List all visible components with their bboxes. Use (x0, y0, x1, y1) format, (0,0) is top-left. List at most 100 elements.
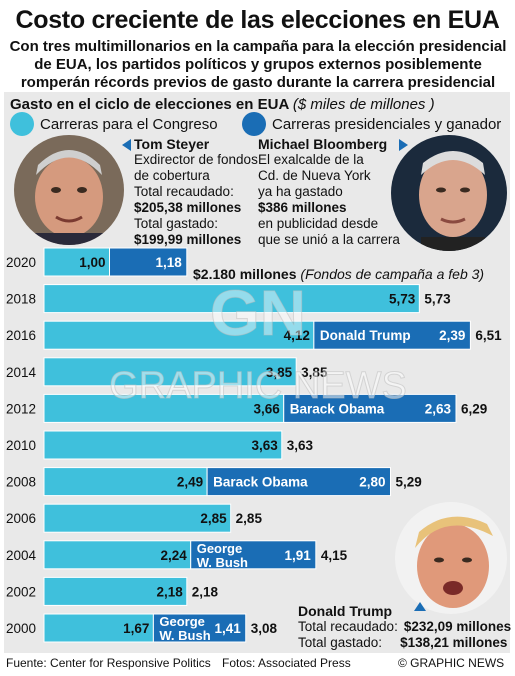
bar-congress (43, 247, 110, 277)
steyer-spent-label: Total gastado: (134, 216, 219, 231)
bar-congress (43, 430, 283, 460)
bar-congress (43, 613, 154, 643)
winner-label: Barack Obama (290, 401, 385, 416)
year-label: 2012 (6, 401, 36, 416)
value-label-presidential: 2,39 (439, 328, 465, 343)
footer-photos: Fotos: Associated Press (222, 656, 351, 670)
total-label: 2,18 (192, 584, 219, 599)
year-label: 2004 (6, 548, 37, 563)
bloomberg-line1: El exalcalde de la (258, 152, 364, 167)
value-label-congress: 2,85 (200, 511, 227, 526)
total-label: 5,29 (395, 475, 421, 490)
value-label-congress: 4,12 (284, 328, 310, 343)
value-label-congress: 5,73 (389, 292, 416, 307)
steyer-raised-label: Total recaudado: (134, 184, 234, 199)
value-label-presidential: 2,80 (359, 475, 385, 490)
legend-presidential-swatch (242, 112, 266, 136)
bar-presidential (109, 247, 188, 277)
note-2020-value: $2.180 millones (193, 266, 297, 282)
value-label-congress: 1,00 (79, 255, 105, 270)
note-2020: $2.180 millones (Fondos de campaña a feb… (193, 266, 484, 282)
bar-presidential (283, 393, 457, 423)
trump-info: Donald Trump Total recaudado: $232,09 mi… (298, 603, 511, 651)
bloomberg-info: Michael Bloomberg El exalcalde de la Cd.… (258, 136, 400, 248)
chart-title-text: Gasto en el ciclo de elecciones en EUA (10, 96, 289, 113)
bloomberg-line3: ya ha gastado (258, 184, 343, 199)
trump-spent-value: $138,21 millones (400, 635, 508, 650)
trump-raised-label: Total recaudado: (298, 619, 398, 634)
bloomberg-photo (391, 135, 507, 251)
year-label: 2002 (6, 584, 36, 599)
total-label: 6,29 (461, 401, 487, 416)
trump-spent: Total gastado: $138,21 millones (298, 635, 511, 651)
value-label-congress: 1,67 (123, 621, 149, 636)
winner-label: Donald Trump (320, 328, 411, 343)
legend-presidential: Carreras presidenciales y ganador (242, 112, 501, 136)
year-label: 2020 (6, 255, 36, 270)
bloomberg-name: Michael Bloomberg (258, 136, 388, 152)
value-label-congress: 2,49 (177, 475, 203, 490)
total-label: 3,08 (251, 621, 278, 636)
year-label: 2010 (6, 438, 36, 453)
bar-congress (43, 503, 232, 533)
total-label: 6,51 (475, 328, 502, 343)
bloomberg-line4: en publicidad desde (258, 216, 379, 231)
steyer-line1: Exdirector de fondos (134, 152, 258, 167)
total-label: 3,63 (287, 438, 314, 453)
bloomberg-line5: que se unió a la carrera (258, 232, 400, 247)
bar-congress (43, 357, 297, 387)
bar-presidential (190, 540, 317, 570)
value-label-presidential: 2,63 (425, 401, 452, 416)
value-label-congress: 3,63 (251, 438, 278, 453)
year-label: 2016 (6, 328, 36, 343)
page-title: Costo creciente de las elecciones en EUA (15, 6, 500, 34)
year-label: 2006 (6, 511, 36, 526)
legend-congress: Carreras para el Congreso (10, 112, 218, 136)
value-label-congress: 2,24 (160, 548, 187, 563)
total-label: 2,85 (236, 511, 263, 526)
bar-congress (43, 320, 315, 350)
trump-raised: Total recaudado: $232,09 millones (298, 619, 511, 635)
year-label: 2014 (6, 365, 37, 380)
total-label: 3,85 (301, 365, 328, 380)
total-label: 5,73 (424, 292, 451, 307)
total-label: 4,15 (321, 548, 348, 563)
bar-congress (43, 540, 192, 570)
winner-label: George (159, 614, 205, 629)
trump-name: Donald Trump (298, 603, 393, 619)
steyer-name: Tom Steyer (134, 136, 210, 152)
bloomberg-line2: Cd. de Nueva York (258, 168, 371, 183)
year-label: 2018 (6, 292, 36, 307)
value-label-congress: 3,85 (266, 365, 293, 380)
bar-congress (43, 576, 188, 606)
steyer-photo (14, 135, 124, 245)
note-2020-text: (Fondos de campaña a feb 3) (300, 266, 485, 282)
page-subtitle: Con tres multimillonarios en la campaña … (9, 38, 507, 109)
value-label-presidential: 1,91 (285, 548, 312, 563)
steyer-info: Tom Steyer Exdirector de fondos de cober… (134, 136, 258, 248)
trump-spent-label: Total gastado: (298, 635, 383, 650)
winner-label: Barack Obama (213, 475, 308, 490)
chart-unit: ($ miles de millones ) (292, 96, 435, 113)
value-label-presidential: 1,41 (214, 621, 241, 636)
legend-congress-swatch (10, 112, 34, 136)
footer-source: Fuente: Center for Responsive Politics (6, 656, 211, 670)
steyer-spent-value: $199,99 millones (134, 232, 242, 247)
bar-congress (43, 284, 420, 314)
winner-label: George (197, 541, 243, 556)
trump-photo (395, 502, 507, 614)
steyer-line2: de cobertura (134, 168, 210, 183)
value-label-congress: 2,18 (157, 584, 184, 599)
bar-presidential (206, 467, 391, 497)
steyer-raised-value: $205,38 millones (134, 200, 242, 215)
year-label: 2008 (6, 475, 36, 490)
bar-presidential (152, 613, 247, 643)
value-label-congress: 3,66 (253, 401, 280, 416)
steyer-pointer-icon (122, 139, 131, 151)
legend-congress-label: Carreras para el Congreso (40, 115, 218, 133)
bar-congress (43, 467, 208, 497)
footer-credit: © GRAPHIC NEWS (398, 656, 505, 670)
chart-title: Gasto en el ciclo de elecciones en EUA (… (10, 96, 435, 113)
bloomberg-value: $386 millones (258, 200, 347, 215)
bloomberg-pointer-icon (399, 139, 408, 151)
